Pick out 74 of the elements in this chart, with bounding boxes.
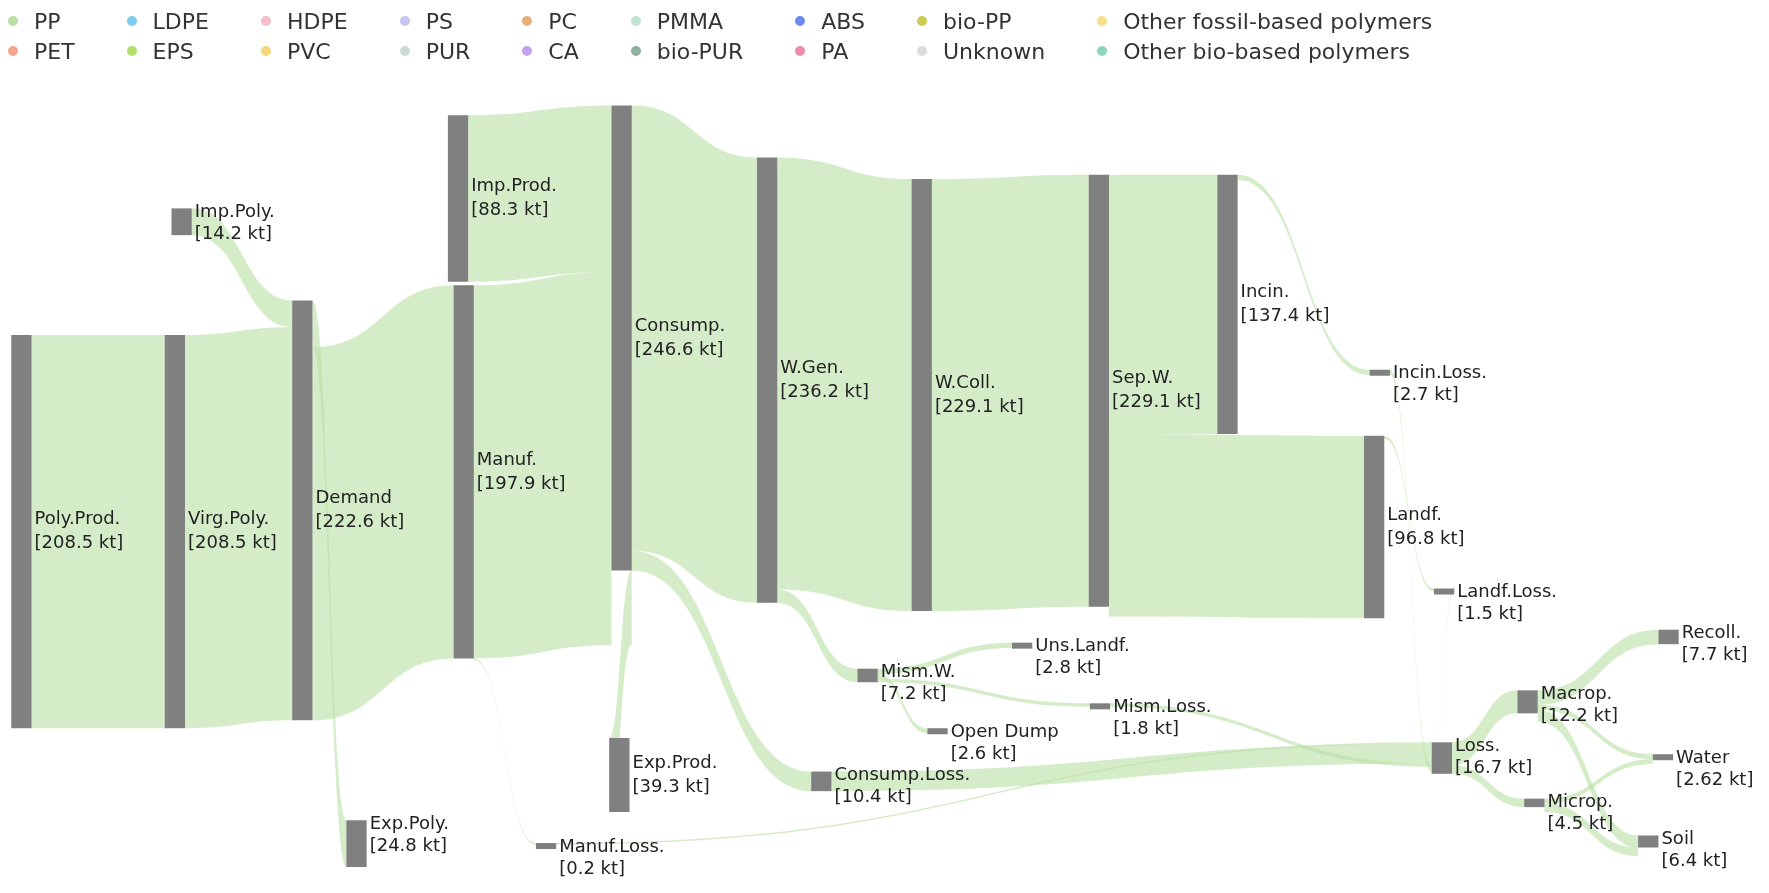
data-label: [229.1 kt] xyxy=(1112,390,1201,412)
data-label: [2.6 kt] xyxy=(950,741,1017,763)
category-label: Mism.Loss. xyxy=(1113,695,1212,716)
data-label: [16.7 kt] xyxy=(1454,755,1533,777)
legend-label: PC xyxy=(548,8,577,34)
data-label: [236.2 kt] xyxy=(780,379,870,401)
category-label: Demand xyxy=(315,485,392,507)
category-label: Virg.Poly. xyxy=(188,507,270,529)
category-label: W.Coll. xyxy=(934,370,996,392)
category-label: Poly.Prod. xyxy=(34,507,121,529)
data-label: [2.7 kt] xyxy=(1392,383,1459,405)
category-label: Incin. xyxy=(1240,280,1290,302)
legend-label: PA xyxy=(821,38,849,64)
category-label: Microp. xyxy=(1547,790,1614,812)
category-label: Uns.Landf. xyxy=(1035,634,1130,656)
legend-label: CA xyxy=(548,38,579,64)
category-label: Landf. xyxy=(1387,502,1442,524)
category-label: Consump.Loss. xyxy=(834,763,971,785)
legend-label: PET xyxy=(34,38,75,64)
data-label: [7.7 kt] xyxy=(1681,643,1748,665)
legend-label: bio-PUR xyxy=(656,38,744,64)
category-label: Imp.Prod. xyxy=(471,174,557,196)
data-label: [208.5 kt] xyxy=(34,531,124,553)
category-label: Open Dump xyxy=(950,719,1059,741)
data-label: [24.8 kt] xyxy=(369,833,447,855)
category-label: Mism.W. xyxy=(880,660,956,682)
category-label: Recoll. xyxy=(1681,621,1742,643)
data-label: [197.9 kt] xyxy=(476,471,566,493)
category-label: Exp.Poly. xyxy=(369,811,449,833)
category-label: Sep.W. xyxy=(1112,366,1174,388)
category-label: Consump. xyxy=(634,313,726,335)
legend-label: ABS xyxy=(821,8,865,34)
data-label: [7.2 kt] xyxy=(880,682,947,704)
data-label: [222.6 kt] xyxy=(315,509,405,531)
data-label: [246.6 kt] xyxy=(634,337,724,359)
data-label: [96.8 kt] xyxy=(1387,526,1465,548)
data-label: [12.2 kt] xyxy=(1540,704,1619,725)
legend-label: Unknown xyxy=(943,38,1046,64)
category-label: Manuf.Loss. xyxy=(559,834,665,856)
data-label: [88.3 kt] xyxy=(471,198,549,220)
category-label: Imp.Poly. xyxy=(194,200,275,222)
legend-label: Other bio-based polymers xyxy=(1123,38,1410,64)
data-label: [6.4 kt] xyxy=(1661,849,1728,871)
category-label: Manuf. xyxy=(476,447,537,469)
category-label: Water xyxy=(1676,745,1730,767)
legend-label: Other fossil-based polymers xyxy=(1123,8,1433,34)
category-label: Landf.Loss. xyxy=(1457,580,1558,602)
category-label: Soil xyxy=(1661,827,1694,849)
legend-label: bio-PP xyxy=(943,8,1012,34)
category-label: Incin.Loss. xyxy=(1392,361,1487,383)
legend-label: PVC xyxy=(286,38,331,64)
category-label: W.Gen. xyxy=(780,355,844,377)
legend-label: PP xyxy=(34,8,61,34)
data-label: [14.2 kt] xyxy=(194,222,273,244)
data-label: [2.8 kt] xyxy=(1035,656,1102,678)
category-label: Loss. xyxy=(1454,733,1501,755)
data-label: [2.62 kt] xyxy=(1676,767,1754,789)
data-label: [10.4 kt] xyxy=(834,785,912,807)
data-label: [39.3 kt] xyxy=(632,774,710,796)
legend-label: LDPE xyxy=(152,8,209,34)
data-label: [229.1 kt] xyxy=(934,394,1024,416)
category-label: Exp.Prod. xyxy=(632,750,718,772)
data-label: [1.8 kt] xyxy=(1113,717,1180,738)
data-label: [4.5 kt] xyxy=(1547,812,1614,834)
legend-label: HDPE xyxy=(286,8,348,34)
legend-label: PUR xyxy=(425,38,471,64)
data-label: [0.2 kt] xyxy=(559,856,626,878)
legend-label: EPS xyxy=(152,38,194,64)
data-label: [1.5 kt] xyxy=(1457,602,1524,624)
legend-label: PMMA xyxy=(656,8,723,34)
data-label: [208.5 kt] xyxy=(188,531,277,553)
data-label: [137.4 kt] xyxy=(1240,304,1330,326)
category-label: Macrop. xyxy=(1540,682,1613,703)
legend-label: PS xyxy=(425,8,453,34)
